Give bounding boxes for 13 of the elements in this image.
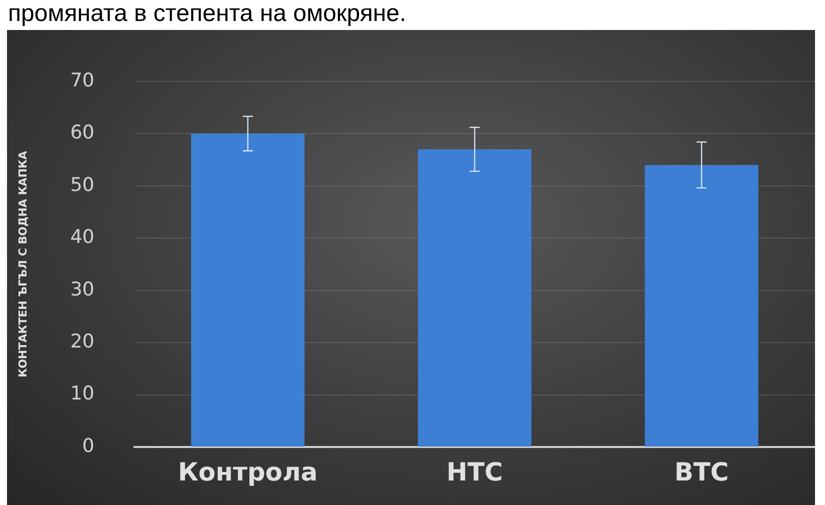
y-tick-label: 0 [82, 434, 94, 457]
y-tick-label: 60 [70, 122, 94, 144]
x-tick-label: ВТС [674, 458, 729, 486]
y-tick-label: 10 [70, 382, 94, 405]
y-tick-label: 20 [70, 330, 94, 352]
y-tick-label: 30 [70, 278, 94, 300]
y-tick-label: 50 [70, 174, 94, 196]
text: промяната в степента на омокряне. [8, 0, 406, 28]
y-tick-label: 40 [70, 226, 94, 248]
x-tick-label: Контрола [178, 458, 318, 486]
y-axis-title: КОНТАКТЕН ЪГЪЛ С ВОДНА КАПКА [16, 150, 30, 378]
y-tick-label: 70 [70, 69, 94, 92]
x-tick-label: НТС [446, 458, 503, 486]
